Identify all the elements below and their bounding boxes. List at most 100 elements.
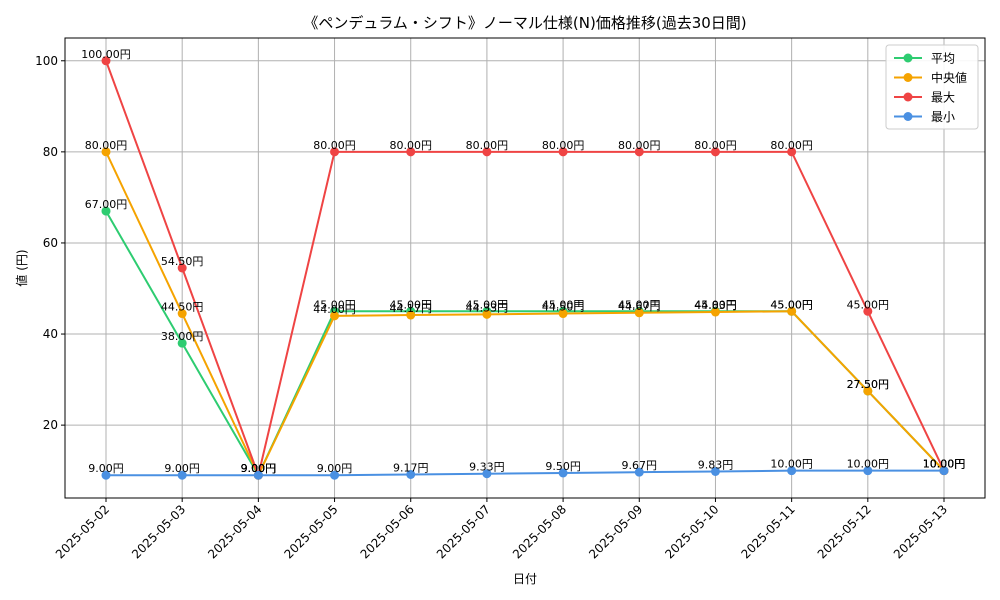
data-label: 45.00円 bbox=[770, 298, 813, 311]
x-tick-label: 2025-05-04 bbox=[205, 502, 264, 561]
data-label: 45.00円 bbox=[770, 298, 813, 311]
data-point bbox=[710, 147, 720, 157]
x-tick-label: 2025-05-06 bbox=[358, 502, 417, 561]
data-label: 9.67円 bbox=[622, 459, 658, 472]
data-label: 9.00円 bbox=[241, 462, 277, 475]
y-tick-label: 40 bbox=[43, 327, 58, 341]
y-tick-label: 20 bbox=[43, 418, 58, 432]
data-label: 9.17円 bbox=[393, 461, 429, 474]
data-label: 45.00円 bbox=[847, 298, 890, 311]
legend-marker bbox=[903, 53, 913, 63]
y-tick-label: 60 bbox=[43, 236, 58, 250]
data-label: 27.50円 bbox=[847, 378, 890, 391]
legend-marker bbox=[903, 92, 913, 102]
x-tick-label: 2025-05-05 bbox=[281, 502, 340, 561]
data-label: 9.00円 bbox=[317, 462, 353, 475]
data-point bbox=[863, 386, 873, 396]
data-point bbox=[558, 147, 568, 157]
data-label: 10.00円 bbox=[923, 458, 966, 471]
data-label: 10.00円 bbox=[923, 458, 966, 471]
data-label: 45.00円 bbox=[618, 298, 661, 311]
data-point bbox=[406, 469, 416, 479]
x-axis-label: 日付 bbox=[513, 572, 537, 586]
data-point bbox=[634, 147, 644, 157]
data-label: 44.50円 bbox=[161, 301, 204, 314]
y-axis: 20 40 60 80 100 bbox=[35, 54, 65, 432]
data-label: 9.00円 bbox=[241, 462, 277, 475]
data-point bbox=[863, 306, 873, 316]
legend-label: 平均 bbox=[931, 52, 955, 66]
grid bbox=[65, 38, 985, 498]
data-label: 38.00円 bbox=[161, 330, 204, 343]
data-label: 10.00円 bbox=[770, 458, 813, 471]
plot-area-frame bbox=[64, 37, 986, 499]
data-label: 9.00円 bbox=[88, 462, 124, 475]
legend-label: 最大 bbox=[931, 91, 955, 105]
x-tick-label: 2025-05-09 bbox=[586, 502, 645, 561]
series-line-2 bbox=[105, 60, 945, 479]
legend-marker bbox=[903, 73, 913, 82]
data-label: 54.50円 bbox=[161, 255, 204, 268]
data-label: 10.00円 bbox=[847, 458, 890, 471]
x-tick-label: 2025-05-10 bbox=[662, 502, 721, 561]
chart-title: 《ペンデュラム・シフト》ノーマル仕様(N)価格推移(過去30日間) bbox=[303, 14, 746, 32]
data-point bbox=[101, 56, 111, 66]
data-point bbox=[787, 147, 797, 157]
data-label: 44.83円 bbox=[694, 299, 737, 312]
data-label: 9.50円 bbox=[545, 460, 581, 473]
legend-label: 中央値 bbox=[931, 70, 967, 85]
legend-box bbox=[885, 44, 979, 130]
data-point bbox=[177, 470, 187, 480]
data-point bbox=[253, 470, 263, 480]
series-lines bbox=[101, 56, 949, 480]
data-label: 44.33円 bbox=[466, 301, 509, 314]
data-label: 9.00円 bbox=[241, 462, 277, 475]
data-point bbox=[330, 470, 340, 480]
data-point bbox=[482, 469, 492, 479]
data-label: 9.00円 bbox=[241, 462, 277, 475]
data-point bbox=[482, 147, 492, 157]
data-label: 44.67円 bbox=[618, 300, 661, 313]
x-tick-label: 2025-05-03 bbox=[129, 502, 188, 561]
series-line-0 bbox=[105, 210, 945, 478]
data-point bbox=[482, 309, 492, 319]
legend-marker bbox=[903, 112, 913, 121]
data-point bbox=[787, 466, 797, 476]
data-label: 80.00円 bbox=[770, 139, 813, 152]
data-label: 80.00円 bbox=[694, 139, 737, 152]
data-label: 80.00円 bbox=[389, 139, 432, 152]
data-label: 45.00円 bbox=[313, 298, 356, 311]
data-point bbox=[634, 467, 644, 477]
data-label: 45.00円 bbox=[542, 298, 585, 311]
data-label: 80.00円 bbox=[466, 139, 509, 152]
data-point bbox=[101, 206, 111, 216]
legend-label: 最小 bbox=[931, 110, 955, 124]
data-point bbox=[558, 309, 568, 319]
data-point bbox=[177, 309, 187, 319]
series-line-1 bbox=[105, 151, 945, 478]
y-tick-label: 80 bbox=[43, 145, 58, 159]
x-tick-label: 2025-05-07 bbox=[434, 502, 493, 561]
data-label: 10.00円 bbox=[923, 458, 966, 471]
x-axis: 2025-05-02 2025-05-03 2025-05-04 2025-05-05… bbox=[53, 498, 950, 561]
data-label: 44.17円 bbox=[389, 302, 432, 315]
data-label: 27.50円 bbox=[847, 378, 890, 391]
data-point bbox=[406, 147, 416, 157]
data-label: 44.50円 bbox=[542, 301, 585, 314]
data-point bbox=[177, 263, 187, 273]
data-label: 80.00円 bbox=[542, 139, 585, 152]
data-point bbox=[330, 147, 340, 157]
data-point bbox=[101, 470, 111, 480]
x-tick-label: 2025-05-11 bbox=[739, 502, 798, 561]
data-point bbox=[863, 466, 873, 476]
x-tick-label: 2025-05-13 bbox=[891, 502, 950, 561]
x-tick-label: 2025-05-02 bbox=[53, 502, 112, 561]
data-label: 9.83円 bbox=[698, 458, 734, 471]
x-tick-label: 2025-05-12 bbox=[815, 502, 874, 561]
data-point bbox=[710, 307, 720, 317]
data-point bbox=[406, 310, 416, 320]
data-labels: 67.00円 38.00円 9.00円 45.00円 45.00円 45.00円 45.00… bbox=[81, 48, 965, 475]
data-point bbox=[558, 468, 568, 478]
data-point bbox=[710, 466, 720, 476]
